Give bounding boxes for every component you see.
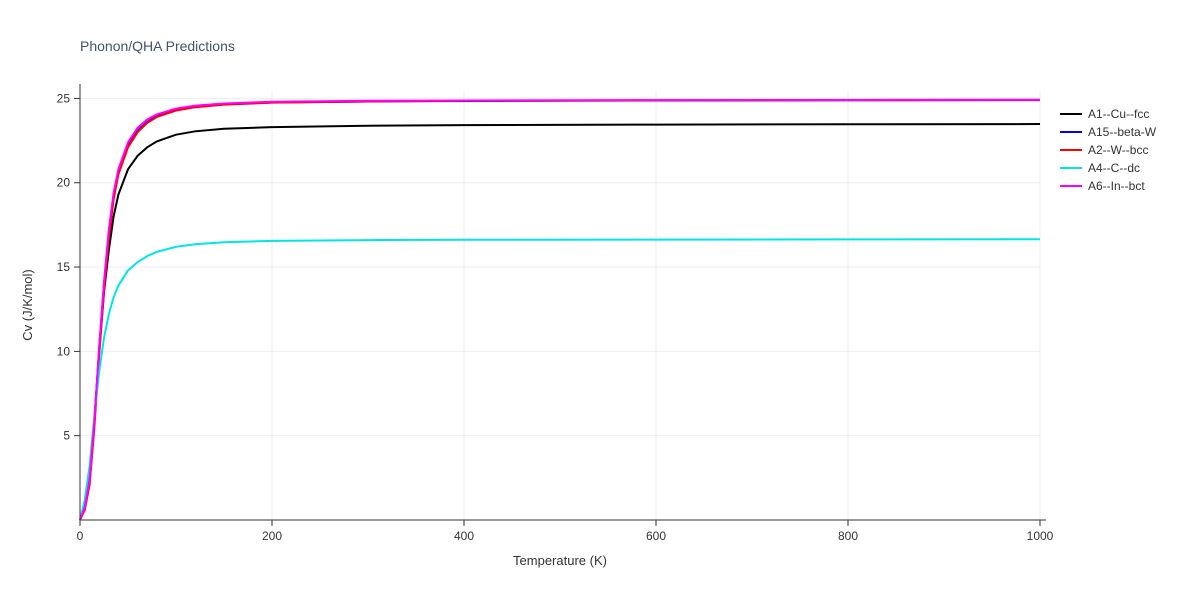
x-tick-label: 200 bbox=[262, 529, 282, 543]
legend-label: A15--beta-W bbox=[1088, 125, 1156, 139]
x-tick-label: 400 bbox=[454, 529, 474, 543]
legend-item-0[interactable]: A1--Cu--fcc bbox=[1060, 106, 1149, 121]
y-tick-label: 10 bbox=[57, 344, 71, 358]
legend-swatch bbox=[1060, 113, 1082, 115]
chart-svg: 0 200 400 600 800 1000 5 10 15 20 25 Temperature (K… bbox=[0, 0, 1200, 600]
legend-swatch bbox=[1060, 131, 1082, 133]
x-tick-label: 800 bbox=[838, 529, 858, 543]
series-2[interactable] bbox=[80, 100, 1040, 520]
series-1[interactable] bbox=[80, 100, 1040, 520]
series-0[interactable] bbox=[80, 124, 1040, 520]
legend-label: A6--In--bct bbox=[1088, 179, 1145, 193]
series-4[interactable] bbox=[80, 100, 1040, 520]
legend-item-2[interactable]: A2--W--bcc bbox=[1060, 142, 1148, 157]
legend-label: A4--C--dc bbox=[1088, 161, 1140, 175]
y-tick-label: 15 bbox=[57, 260, 71, 274]
y-axis-label: Cv (J/K/mol) bbox=[20, 269, 35, 341]
legend-swatch bbox=[1060, 185, 1082, 187]
chart-container: { "chart": { "type": "line", "title": "P… bbox=[0, 0, 1200, 600]
x-tick-label: 1000 bbox=[1027, 529, 1054, 543]
legend-label: A1--Cu--fcc bbox=[1088, 107, 1149, 121]
x-tick-label: 600 bbox=[646, 529, 666, 543]
series-3[interactable] bbox=[80, 239, 1040, 520]
legend-swatch bbox=[1060, 167, 1082, 169]
x-tick-label: 0 bbox=[77, 529, 84, 543]
legend-item-3[interactable]: A4--C--dc bbox=[1060, 160, 1140, 175]
y-tick-label: 25 bbox=[57, 91, 71, 105]
legend-label: A2--W--bcc bbox=[1088, 143, 1148, 157]
legend-item-1[interactable]: A15--beta-W bbox=[1060, 124, 1156, 139]
chart-title: Phonon/QHA Predictions bbox=[80, 38, 235, 54]
legend-item-4[interactable]: A6--In--bct bbox=[1060, 178, 1145, 193]
legend-swatch bbox=[1060, 149, 1082, 151]
x-axis-label: Temperature (K) bbox=[513, 553, 607, 568]
y-tick-label: 5 bbox=[63, 429, 70, 443]
y-tick-label: 20 bbox=[57, 176, 71, 190]
